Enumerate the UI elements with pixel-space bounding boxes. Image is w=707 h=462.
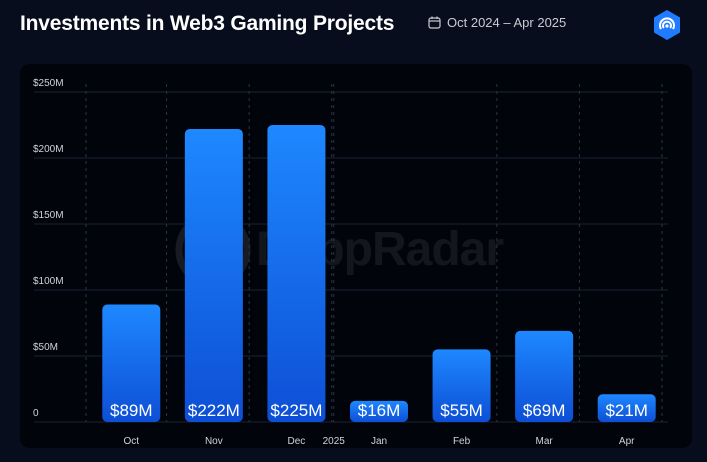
x-tick-label: Oct bbox=[124, 436, 140, 447]
x-tick-label: Feb bbox=[453, 436, 471, 447]
header: Investments in Web3 Gaming Projects Oct … bbox=[0, 0, 707, 52]
y-tick-label: $100M bbox=[33, 276, 64, 287]
bar-apr bbox=[597, 394, 656, 422]
bar-data-label: $55M bbox=[440, 401, 483, 420]
dappradar-logo-icon[interactable] bbox=[651, 9, 683, 41]
bar-data-label: $222M bbox=[188, 401, 240, 420]
bar-chart: 0 $50M $100M $150M $200M $250M $89M Oct $222M Nov… bbox=[33, 78, 668, 447]
x-tick-label: Nov bbox=[205, 436, 223, 447]
x-tick-label: Dec bbox=[288, 436, 306, 447]
x-tick-label: Apr bbox=[619, 436, 635, 447]
chart-title: Investments in Web3 Gaming Projects bbox=[20, 12, 395, 35]
bar-nov bbox=[184, 128, 243, 422]
bar-data-label: $225M bbox=[270, 401, 322, 420]
calendar-icon bbox=[428, 16, 441, 29]
bar-mar bbox=[515, 330, 574, 422]
y-tick-label: $150M bbox=[33, 210, 64, 221]
bar-dec bbox=[267, 125, 326, 422]
y-tick-label: $200M bbox=[33, 144, 64, 155]
bar-jan bbox=[350, 400, 408, 422]
bar-data-label: $89M bbox=[110, 401, 153, 420]
bar-layer bbox=[102, 125, 656, 422]
date-range-indicator: Oct 2024 – Apr 2025 bbox=[428, 15, 566, 30]
date-range-text: Oct 2024 – Apr 2025 bbox=[447, 15, 567, 30]
bar-data-label: $69M bbox=[523, 401, 566, 420]
chart-panel: DappRadar 0 $50M $100M $150M $200M $250M $89M O… bbox=[20, 64, 692, 448]
x-tick-label: Jan bbox=[371, 436, 387, 447]
y-tick-label: $50M bbox=[33, 342, 58, 353]
y-tick-label: $250M bbox=[33, 78, 64, 89]
y-tick-label: 0 bbox=[33, 408, 39, 419]
bar-data-label: $16M bbox=[358, 401, 401, 420]
year-marker-label: 2025 bbox=[323, 436, 346, 447]
bar-data-label: $21M bbox=[605, 401, 648, 420]
bar-oct bbox=[102, 304, 161, 422]
x-tick-label: Mar bbox=[536, 436, 554, 447]
label-layer: 0 $50M $100M $150M $200M $250M $89M Oct $222M Nov… bbox=[33, 78, 648, 447]
bar-feb bbox=[432, 349, 491, 422]
